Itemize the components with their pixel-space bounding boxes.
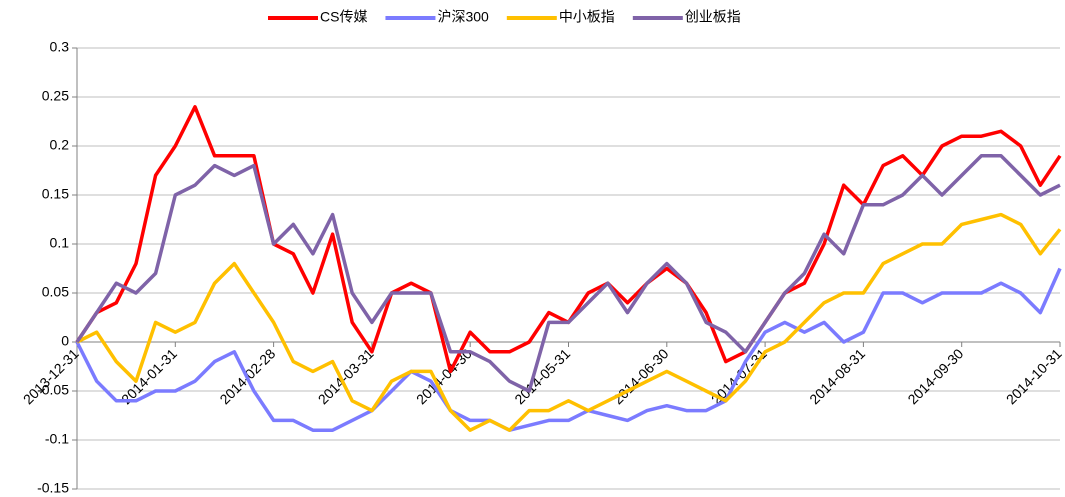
x-tick-label: 2014-09-30 [904, 345, 966, 407]
x-tick-label: 2014-05-31 [511, 345, 573, 407]
x-tick-label: 2014-08-31 [806, 345, 868, 407]
x-tick-label: 2013-12-31 [20, 345, 82, 407]
legend-label: 沪深300 [437, 9, 489, 25]
y-tick-label: 0.05 [42, 284, 69, 300]
series-line [75, 154, 1061, 393]
y-tick-label: 0.2 [50, 137, 70, 153]
series-line [76, 212, 1062, 432]
y-tick-label: 0.25 [42, 88, 69, 104]
x-tick-label: 2014-06-30 [610, 345, 672, 407]
y-tick-label: -0.05 [37, 382, 69, 398]
x-tick-label: 2014-10-31 [1003, 345, 1065, 407]
y-tick-label: 0.1 [50, 235, 70, 251]
x-tick-label: 2014-03-31 [315, 345, 377, 407]
legend-label: 创业板指 [685, 9, 741, 25]
x-tick-label: 2014-01-31 [118, 345, 180, 407]
y-tick-label: -0.15 [37, 480, 69, 496]
legend-label: CS传媒 [320, 9, 367, 25]
series-line [75, 267, 1062, 432]
y-tick-label: 0.15 [42, 186, 69, 202]
y-tick-label: 0.3 [50, 39, 70, 55]
y-tick-label: 0 [61, 333, 69, 349]
y-tick-label: -0.1 [45, 431, 69, 447]
legend-label: 中小板指 [559, 9, 615, 25]
